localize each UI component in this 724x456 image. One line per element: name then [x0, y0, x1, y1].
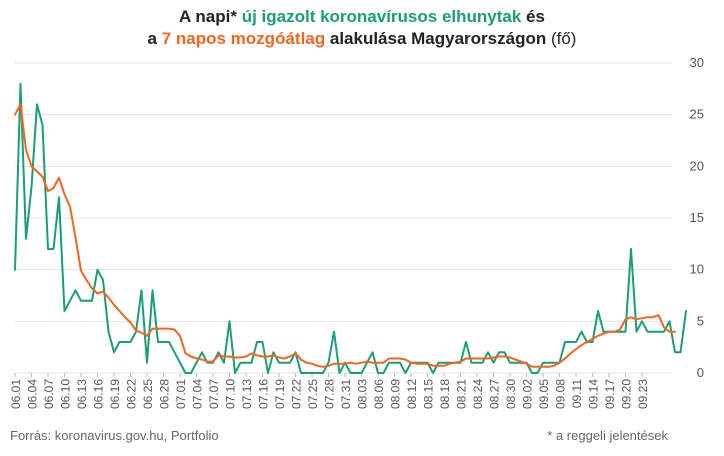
x-tick-label: 07.16: [257, 379, 271, 409]
x-tick-label: 07.01: [174, 379, 188, 409]
x-tick-label: 09.14: [587, 379, 601, 409]
title-unit: (fő): [546, 29, 577, 48]
y-tick-label-30: 30: [690, 55, 704, 70]
x-tick-label: 06.28: [158, 379, 172, 409]
x-tick-label: 07.19: [273, 379, 287, 409]
x-tick-label: 08.06: [372, 379, 386, 409]
series-lines: [14, 82, 687, 374]
x-tick-label: 08.03: [356, 379, 370, 409]
x-tick-label: 06.10: [59, 379, 73, 409]
x-tick-label: 08.30: [504, 379, 518, 409]
x-tick-label: 08.09: [389, 379, 403, 409]
series-line-daily: [14, 82, 687, 374]
y-axis-ticks: 0 5 10 15 20 25 30: [690, 55, 704, 380]
title-line2-suffix: alakulása Magyarországon: [325, 29, 547, 48]
x-tick-label: 06.19: [108, 379, 122, 409]
x-tick-label: 08.12: [405, 379, 419, 409]
title-line2-prefix: a: [147, 29, 162, 48]
x-tick-label: 07.13: [240, 379, 254, 409]
y-tick-label-20: 20: [690, 158, 704, 173]
x-tick-label: 07.22: [290, 379, 304, 409]
x-tick-label: 07.25: [306, 379, 320, 409]
x-tick-label: 06.07: [42, 379, 56, 409]
source-note: Forrás: koronavirus.gov.hu, Portfolio: [10, 428, 219, 443]
x-tick-label: 08.27: [488, 379, 502, 409]
x-tick-label: 06.04: [26, 379, 40, 409]
x-tick-label: 09.11: [570, 379, 584, 408]
x-tick-label: 08.21: [455, 379, 469, 409]
y-tick-label-15: 15: [690, 210, 704, 225]
x-tick-label: 06.25: [141, 379, 155, 409]
y-tick-label-0: 0: [697, 365, 704, 380]
title-line1-suffix: és: [521, 7, 545, 26]
x-tick-label: 09.02: [521, 379, 535, 409]
title-line1-prefix: A napi*: [179, 7, 242, 26]
grid-lines: [15, 62, 672, 374]
x-tick-label: 07.28: [323, 379, 337, 409]
x-axis-ticks: 06.01 06.04 06.07 06.10 06.13 06.16 06.19 06.22…: [9, 373, 650, 409]
title-average-series-label: 7 napos mozgóátlag: [161, 29, 326, 48]
x-tick-label: 07.10: [224, 379, 238, 409]
x-tick-label: 06.01: [9, 379, 23, 409]
x-tick-label: 08.18: [438, 379, 452, 409]
x-tick-label: 08.15: [422, 379, 436, 409]
x-tick-label: 09.08: [554, 379, 568, 409]
x-tick-label: 07.07: [207, 379, 221, 409]
y-tick-label-10: 10: [690, 262, 704, 277]
x-tick-label: 09.05: [537, 379, 551, 409]
x-tick-label: 08.24: [471, 379, 485, 409]
title-line-1: A napi* új igazolt koronavírusos elhunyt…: [0, 6, 724, 28]
x-tick-label: 07.04: [191, 379, 205, 409]
x-tick-label: 06.16: [92, 379, 106, 409]
x-tick-label: 09.23: [636, 379, 650, 409]
x-tick-label: 09.17: [603, 379, 617, 409]
title-line-2: a 7 napos mozgóátlag alakulása Magyarors…: [0, 28, 724, 50]
x-tick-label: 09.20: [620, 379, 634, 409]
x-tick-label: 06.22: [125, 379, 139, 409]
y-tick-label-5: 5: [697, 313, 704, 328]
x-tick-label: 06.13: [75, 379, 89, 409]
title-daily-series-label: új igazolt koronavírusos elhunytak: [241, 7, 522, 26]
x-tick-label: 07.31: [339, 379, 353, 409]
footnote: * a reggeli jelentések: [547, 428, 668, 443]
series-line-avg: [14, 103, 676, 368]
y-tick-label-25: 25: [690, 107, 704, 122]
